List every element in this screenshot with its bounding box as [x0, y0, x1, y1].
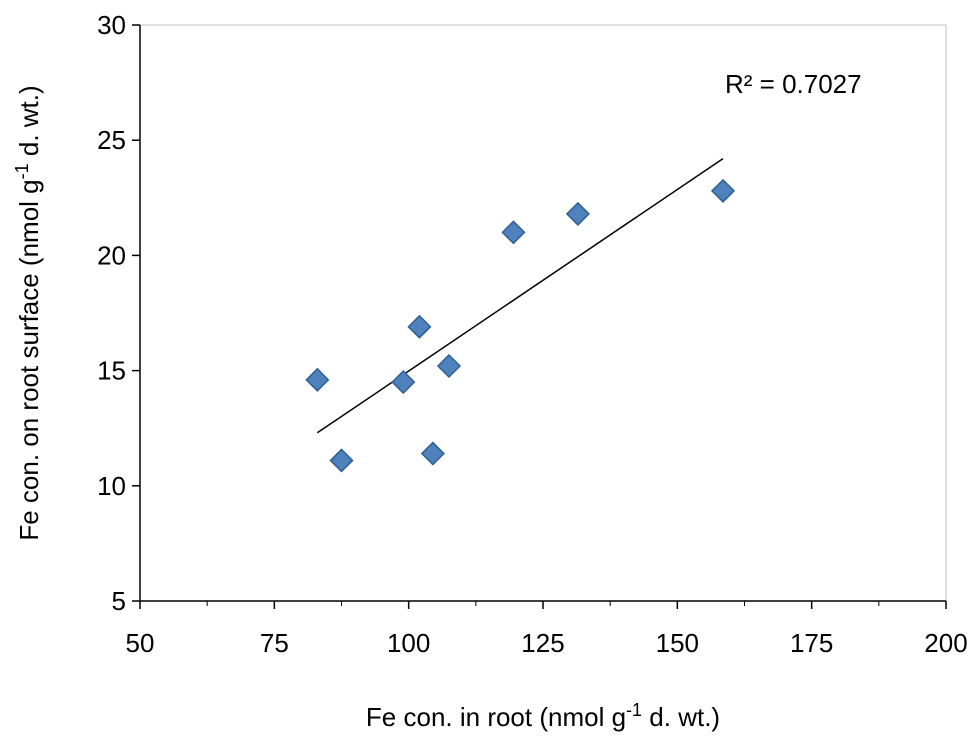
data-point — [420, 441, 445, 466]
x-tick-label: 75 — [260, 628, 289, 658]
x-tick-label: 100 — [387, 628, 430, 658]
trendline — [316, 158, 724, 434]
y-axis-ticks: 5 10 15 20 25 30 — [97, 10, 140, 616]
data-point — [436, 353, 462, 379]
y-tick-label: 30 — [97, 10, 126, 40]
trendline-group — [316, 158, 724, 434]
x-axis-title: Fe con. in root (nmol g-1 d. wt.) — [366, 700, 720, 732]
data-point — [305, 367, 330, 392]
data-point — [501, 220, 526, 245]
data-point — [407, 314, 432, 339]
data-point — [565, 201, 590, 226]
y-tick-label: 15 — [97, 356, 126, 386]
x-axis-ticks: 50 75 100 125 150 175 200 — [126, 601, 968, 658]
data-point — [329, 448, 354, 473]
data-point — [710, 178, 736, 203]
y-tick-label: 20 — [97, 240, 126, 270]
data-point — [391, 370, 416, 395]
data-points — [305, 178, 736, 473]
x-tick-label: 125 — [521, 628, 564, 658]
x-tick-label: 175 — [790, 628, 833, 658]
y-tick-label: 10 — [97, 471, 126, 501]
y-axis-title: Fe con. on root surface (nmol g-1 d. wt.… — [12, 85, 44, 540]
x-tick-label: 150 — [656, 628, 699, 658]
r-squared-annotation: R² = 0.7027 — [725, 69, 862, 99]
x-tick-label: 50 — [126, 628, 155, 658]
y-tick-label: 25 — [97, 125, 126, 155]
plot-area-border — [139, 24, 947, 602]
x-tick-label: 200 — [924, 628, 967, 658]
y-tick-label: 5 — [112, 586, 126, 616]
